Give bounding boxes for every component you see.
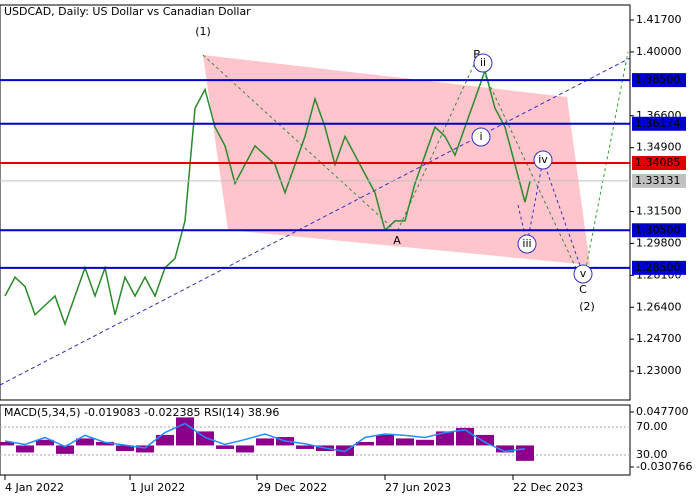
y-tick-label: 1.34900 [636, 141, 682, 154]
wave-label: (2) [579, 300, 595, 313]
macd-bar [56, 445, 74, 454]
y-tick-label: 1.40000 [636, 45, 682, 58]
indicator-pane [0, 404, 631, 476]
y2-tick-label: 30.00 [636, 448, 668, 461]
wave-label: (1) [195, 25, 211, 38]
level-box [632, 223, 686, 238]
macd-bar [256, 438, 274, 446]
x-tick-label: 29 Dec 2022 [257, 481, 327, 494]
wave-label: A [393, 234, 401, 247]
macd-bar [176, 417, 194, 446]
y-tick-label: 1.24700 [636, 332, 682, 345]
x-tick-label: 27 Jun 2023 [385, 481, 451, 494]
wave-label: i [479, 130, 482, 143]
wave-label: iii [522, 237, 531, 250]
level-label: 1.34085 [635, 156, 681, 169]
level-box [632, 260, 686, 275]
level-label: 1.33131 [635, 174, 681, 187]
wave-circle [533, 150, 553, 170]
y-tick-label: 1.31500 [636, 205, 682, 218]
macd-bar [396, 438, 414, 446]
wave-label: v [580, 267, 587, 280]
wave-label: B [473, 48, 481, 61]
macd-bar [356, 441, 374, 446]
macd-bar [16, 445, 34, 453]
chart-title: USDCAD, Daily: US Dollar vs Canadian Dol… [4, 5, 251, 18]
y-tick-label: -0.030766 [636, 460, 692, 473]
macd-bar [296, 445, 314, 449]
level-label: 1.30500 [635, 223, 681, 236]
macd-bar [516, 445, 534, 461]
wave-circle [573, 264, 593, 284]
y-tick-label: 1.29800 [636, 236, 682, 249]
wave-label: C [579, 283, 587, 296]
wave-line [202, 54, 584, 284]
wave-circle [471, 127, 491, 147]
indicator-title: MACD(5,34,5) -0.019083 -0.022385 RSI(14)… [4, 406, 279, 419]
level-label: 1.38500 [635, 73, 681, 86]
macd-bar [376, 434, 394, 446]
level-box [632, 155, 686, 170]
macd-bar [96, 441, 114, 446]
level-box [632, 116, 686, 131]
macd-bar [436, 431, 454, 446]
price-line [4, 68, 531, 327]
trend-line [0, 57, 631, 386]
y-tick-label: 1.23000 [636, 364, 682, 377]
macd-bar [116, 445, 134, 452]
macd-bar [416, 439, 434, 446]
subwave-line [517, 158, 584, 275]
wave-circle [517, 234, 537, 254]
macd-bar [476, 434, 494, 446]
level-box [632, 73, 686, 88]
level-box [632, 173, 686, 188]
wave-circle [473, 53, 493, 73]
x-tick-label: 1 Jul 2022 [130, 481, 185, 494]
macd-bar [136, 445, 154, 453]
x-tick-label: 22 Dec 2023 [513, 481, 583, 494]
macd-bar [216, 445, 234, 449]
x-tick-label: 4 Jan 2022 [5, 481, 64, 494]
wave-label: ii [480, 56, 486, 69]
wave-label: iv [538, 153, 548, 166]
y-tick-label: 0.047700 [636, 405, 689, 418]
level-label: 1.28500 [635, 261, 681, 274]
y-tick-label: 1.41700 [636, 13, 682, 26]
channel [203, 55, 590, 265]
level-label: 1.36174 [635, 117, 681, 130]
macd-bar [496, 445, 514, 453]
macd-bar [0, 441, 14, 446]
rsi-line [4, 422, 526, 453]
macd-bar [236, 445, 254, 453]
macd-bar [36, 439, 54, 446]
macd-bar [156, 434, 174, 446]
macd-bar [76, 438, 94, 446]
y2-tick-label: 70.00 [636, 420, 668, 433]
y-tick-label: 1.26400 [636, 300, 682, 313]
